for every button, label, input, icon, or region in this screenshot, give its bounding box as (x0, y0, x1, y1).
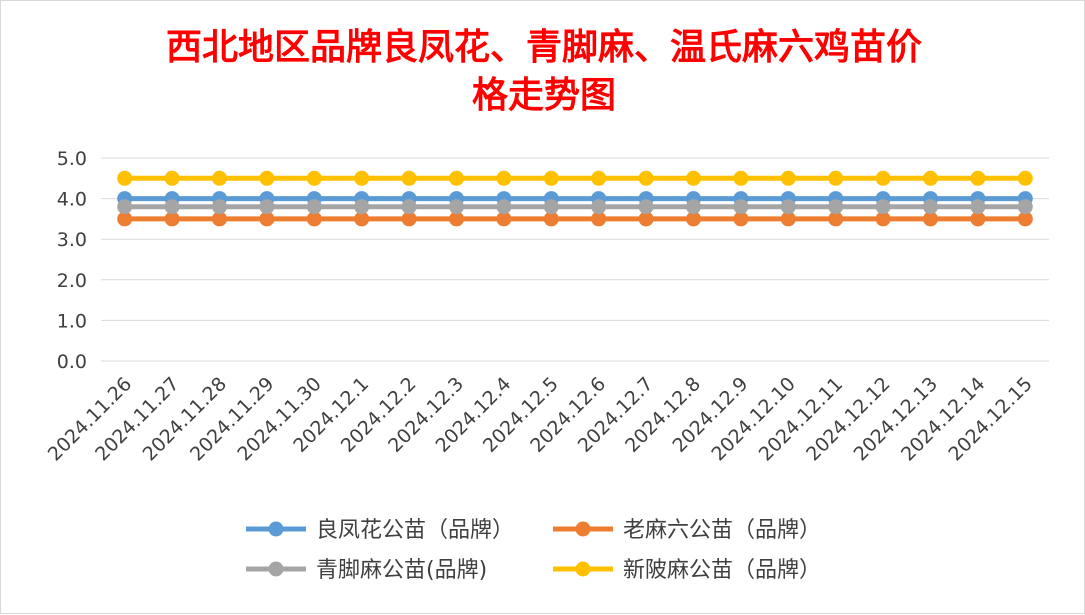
data-point (212, 171, 227, 186)
data-point (639, 171, 654, 186)
data-point (639, 199, 654, 214)
data-point (923, 199, 938, 214)
data-point (402, 171, 417, 186)
series-0 (117, 191, 1033, 206)
legend-label: 老麻六公苗（品牌） (623, 518, 821, 543)
legend-item: 新陂麻公苗（品牌） (553, 558, 821, 583)
data-point (923, 171, 938, 186)
data-point (402, 199, 417, 214)
data-point (449, 171, 464, 186)
data-point (165, 171, 180, 186)
data-point (544, 199, 559, 214)
data-point (449, 199, 464, 214)
y-tick-label: 5.0 (57, 148, 87, 170)
data-point (212, 199, 227, 214)
data-point (781, 199, 796, 214)
y-tick-label: 1.0 (57, 310, 87, 332)
data-point (496, 199, 511, 214)
legend-item: 良凤花公苗（品牌） (246, 518, 514, 543)
data-point (117, 199, 132, 214)
gridlines (101, 158, 1049, 361)
data-point (259, 171, 274, 186)
data-point (496, 171, 511, 186)
data-point (733, 171, 748, 186)
data-series (117, 171, 1033, 227)
data-point (1018, 199, 1033, 214)
data-point (259, 199, 274, 214)
data-point (591, 199, 606, 214)
legend-swatch-marker (269, 522, 284, 537)
data-point (828, 199, 843, 214)
data-point (686, 171, 701, 186)
y-tick-label: 4.0 (57, 189, 87, 211)
series-3 (117, 171, 1033, 186)
chart-title-line-2: 格走势图 (472, 74, 616, 116)
data-point (876, 171, 891, 186)
data-point (117, 171, 132, 186)
data-point (354, 171, 369, 186)
data-point (970, 171, 985, 186)
data-point (876, 199, 891, 214)
series-1 (117, 211, 1033, 226)
y-tick-label: 3.0 (57, 229, 87, 251)
data-point (686, 199, 701, 214)
data-point (354, 199, 369, 214)
data-point (970, 199, 985, 214)
data-point (1018, 171, 1033, 186)
data-point (544, 171, 559, 186)
data-point (307, 171, 322, 186)
data-point (591, 171, 606, 186)
legend-item: 青脚麻公苗(品牌) (246, 558, 487, 583)
series-2 (117, 199, 1033, 214)
y-axis-ticks: 0.0 1.0 2.0 3.0 4.0 5.0 (57, 148, 87, 373)
data-point (165, 199, 180, 214)
chart-title-line-1: 西北地区品牌良凤花、青脚麻、温氏麻六鸡苗价 (166, 26, 922, 68)
legend-swatch-marker (269, 562, 284, 577)
legend-swatch-marker (576, 562, 591, 577)
legend-swatch-marker (576, 522, 591, 537)
legend-label: 青脚麻公苗(品牌) (316, 558, 487, 583)
legend-label: 新陂麻公苗（品牌） (623, 558, 821, 583)
legend: 良凤花公苗（品牌） 老麻六公苗（品牌） 青脚麻公苗(品牌) 新陂麻公苗（品牌） (246, 518, 821, 583)
legend-item: 老麻六公苗（品牌） (553, 518, 821, 543)
x-axis-ticks: 2024.11.262024.11.272024.11.282024.11.29… (44, 373, 1037, 465)
data-point (781, 171, 796, 186)
data-point (733, 199, 748, 214)
legend-label: 良凤花公苗（品牌） (316, 518, 514, 543)
chart-title: 西北地区品牌良凤花、青脚麻、温氏麻六鸡苗价 格走势图 (166, 26, 922, 116)
y-tick-label: 2.0 (57, 270, 87, 292)
y-tick-label: 0.0 (57, 351, 87, 373)
data-point (307, 199, 322, 214)
data-point (828, 171, 843, 186)
